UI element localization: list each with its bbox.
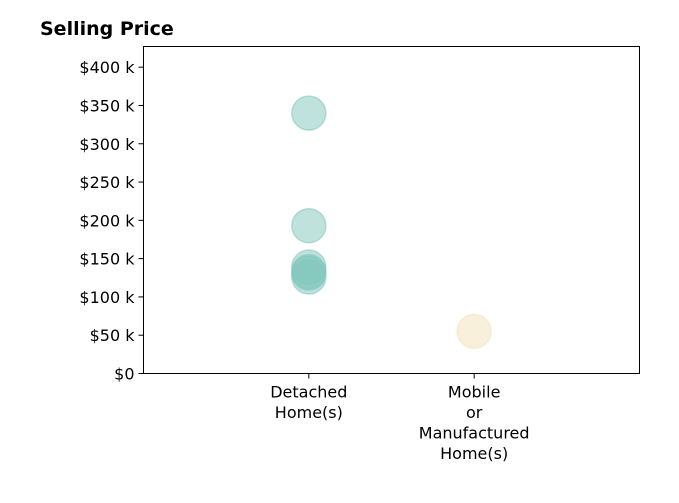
y-axis: $0 $50 k $100 k $150 k $200 k $250 k $300 k $35… [79, 58, 144, 384]
y-tick-label: $0 [114, 365, 134, 384]
x-tick-label-line: or [466, 403, 483, 422]
y-tick-label: $50 k [90, 326, 136, 345]
y-tick-label: $150 k [79, 250, 135, 269]
x-tick-label-line: Home(s) [275, 403, 343, 422]
x-axis: Detached Home(s)Mobile or Manufactured Home(… [270, 373, 530, 464]
x-tick-label: Detached Home(s) [270, 383, 347, 423]
y-tick-label: $200 k [79, 211, 135, 230]
x-tick-label-line: Mobile [448, 383, 500, 402]
y-tick-label: $100 k [79, 288, 135, 307]
y-tick-label: $400 k [79, 58, 135, 77]
x-tick-label-line: Detached [270, 383, 347, 402]
x-tick-label: Mobile or Manufactured Home(s) [419, 383, 530, 464]
y-tick-label: $300 k [79, 135, 135, 154]
x-tick-label-line: Home(s) [440, 444, 508, 463]
data-point [291, 207, 327, 244]
y-tick-label: $250 k [79, 173, 135, 192]
chart-title: Selling Price [40, 18, 174, 40]
points-layer [291, 95, 492, 350]
x-tick-label-line: Manufactured [419, 424, 530, 443]
y-tick-label: $350 k [79, 96, 135, 115]
data-point [456, 313, 492, 350]
data-point [291, 95, 327, 131]
data-point [291, 259, 327, 295]
plot-frame [143, 46, 640, 374]
